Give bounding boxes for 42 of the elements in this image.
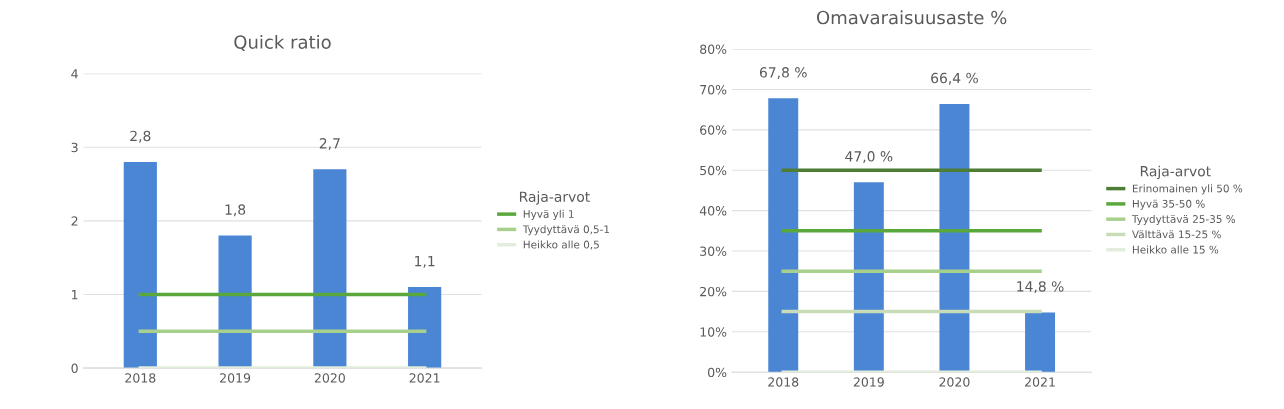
x-tick-label: 2021: [1025, 377, 1055, 387]
y-tick-label: 50%: [700, 165, 727, 176]
legend-title: Raja-arvot: [519, 191, 590, 205]
y-tick-label: 10%: [700, 327, 727, 337]
legend-label: Erinomainen yli 50 %: [1132, 184, 1243, 195]
y-tick-label: 1: [72, 290, 78, 300]
data-label: 66,4 %: [931, 72, 978, 85]
x-tick-label: 2020: [314, 373, 345, 383]
legend-label: Heikko alle 0,5: [523, 240, 599, 250]
y-tick-label: 30%: [700, 246, 727, 256]
x-tick-label: 2018: [125, 373, 156, 383]
x-tick-label: 2019: [853, 377, 884, 387]
y-tick-label: 20%: [700, 286, 727, 297]
chart-title: Omavaraisuusaste %: [816, 10, 1007, 25]
data-label: 2,7: [319, 138, 340, 150]
x-tick-label: 2019: [220, 373, 251, 383]
y-tick-label: 0: [71, 363, 78, 374]
x-tick-label: 2020: [939, 377, 970, 387]
chart-title: Quick ratio: [234, 34, 331, 51]
data-label: 14,8 %: [1017, 281, 1064, 294]
x-tick-label: 2021: [409, 373, 440, 383]
y-tick-label: 4: [71, 69, 78, 79]
y-tick-label: 40%: [699, 206, 727, 216]
data-label: 1,8: [225, 204, 246, 217]
legend-label: Välttävä 15-25 %: [1132, 230, 1221, 239]
legend-label: Heikko alle 15 %: [1132, 245, 1219, 254]
y-tick-label: 3: [71, 142, 78, 153]
legend-label: Hyvä 35-50 %: [1132, 199, 1205, 210]
legend-title: Raja-arvot: [1140, 165, 1211, 180]
legend-label: Tyydyttävä 0,5-1: [522, 225, 610, 236]
legend-label: Tyydyttävä 25-35 %: [1131, 214, 1236, 225]
data-label: 47,0 %: [845, 151, 893, 164]
x-tick-label: 2018: [768, 377, 799, 387]
y-tick-label: 2: [71, 216, 78, 226]
data-label: 67,8 %: [759, 67, 807, 80]
legend-label: Hyvä yli 1: [523, 209, 574, 220]
y-tick-label: 0%: [708, 367, 727, 378]
data-label: 1,1: [415, 256, 435, 268]
data-label: 2,8: [130, 130, 151, 143]
y-tick-label: 80%: [700, 44, 727, 55]
y-tick-label: 70%: [700, 84, 727, 95]
y-tick-label: 60%: [700, 125, 727, 135]
